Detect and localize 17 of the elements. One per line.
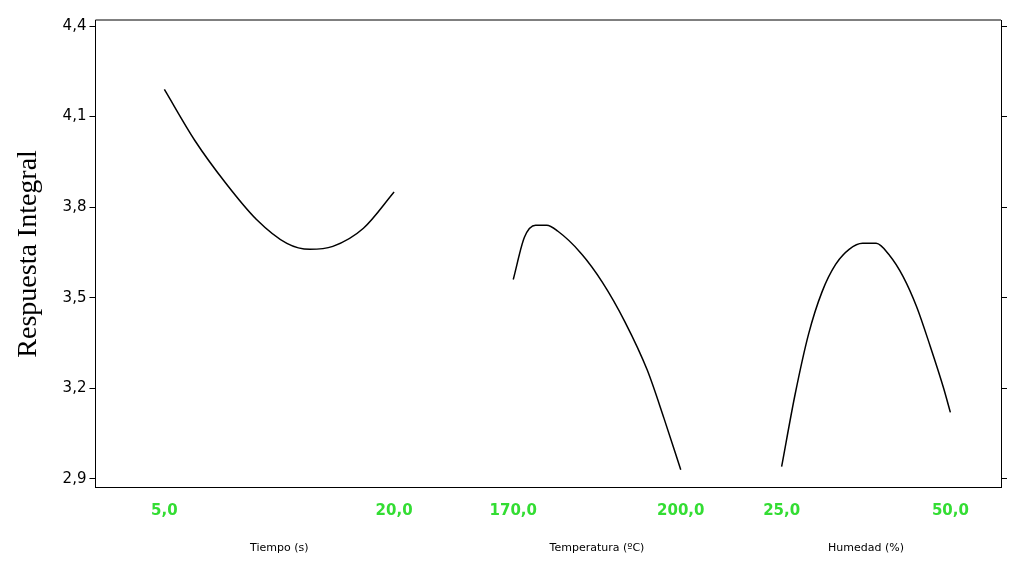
x-tick-label: 50,0 xyxy=(931,500,969,519)
x-tick-label: 20,0 xyxy=(375,500,413,519)
x-tick-label: 5,0 xyxy=(151,500,178,519)
line-series xyxy=(163,88,395,251)
x-tick-label: 170,0 xyxy=(489,500,537,519)
x-axis-title: Tiempo (s) xyxy=(249,541,309,555)
y-tick-label: 4,4 xyxy=(62,15,87,34)
y-axis-title: Respuesta Integral xyxy=(11,149,43,358)
x-tick-label: 200,0 xyxy=(657,500,705,519)
x-axis-title: Humedad (%) xyxy=(828,541,904,555)
x-tick-label: 25,0 xyxy=(763,500,801,519)
y-tick-label: 3,2 xyxy=(62,378,87,397)
x-axis-title: Temperatura (ºC) xyxy=(548,541,645,555)
y-tick-label: 4,1 xyxy=(62,106,87,125)
y-tick-label: 2,9 xyxy=(62,468,87,487)
y-tick-label: 3,5 xyxy=(62,287,87,306)
y-tick-label: 3,8 xyxy=(62,197,87,216)
